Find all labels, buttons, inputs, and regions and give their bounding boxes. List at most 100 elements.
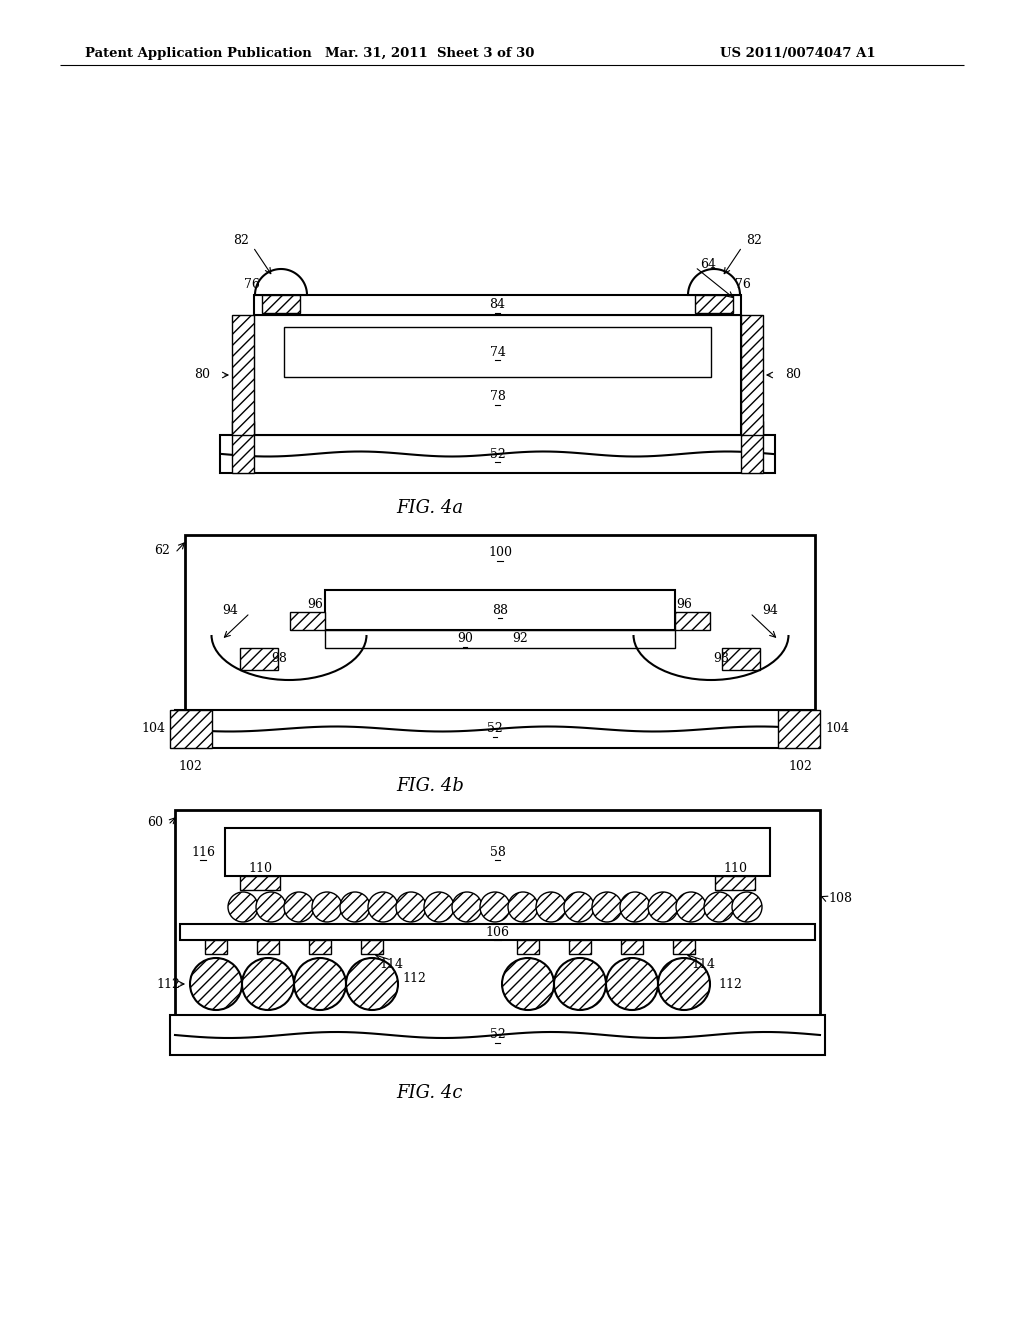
Text: 52: 52 bbox=[487, 722, 503, 735]
Text: 64: 64 bbox=[700, 259, 716, 272]
Bar bbox=[232, 421, 254, 473]
Bar bbox=[254, 294, 741, 315]
Bar bbox=[325, 590, 675, 630]
Text: 96: 96 bbox=[307, 598, 324, 610]
Bar bbox=[741, 421, 763, 473]
Text: US 2011/0074047 A1: US 2011/0074047 A1 bbox=[720, 46, 876, 59]
Text: 62: 62 bbox=[155, 544, 170, 557]
Circle shape bbox=[620, 892, 650, 921]
Circle shape bbox=[554, 958, 606, 1010]
Text: Mar. 31, 2011  Sheet 3 of 30: Mar. 31, 2011 Sheet 3 of 30 bbox=[326, 46, 535, 59]
Bar bbox=[240, 648, 278, 671]
Bar bbox=[175, 710, 815, 748]
Text: FIG. 4b: FIG. 4b bbox=[396, 777, 464, 795]
Text: 108: 108 bbox=[828, 891, 852, 904]
Text: 84: 84 bbox=[489, 298, 506, 312]
Bar bbox=[262, 294, 300, 313]
Bar bbox=[232, 315, 254, 436]
Bar bbox=[180, 924, 815, 940]
Text: 60: 60 bbox=[147, 816, 163, 829]
Bar bbox=[170, 710, 212, 748]
Bar bbox=[695, 294, 733, 313]
Text: 82: 82 bbox=[746, 234, 762, 247]
Text: Patent Application Publication: Patent Application Publication bbox=[85, 46, 311, 59]
Text: 110: 110 bbox=[723, 862, 746, 874]
Text: FIG. 4c: FIG. 4c bbox=[396, 1084, 463, 1102]
Circle shape bbox=[396, 892, 426, 921]
Text: 88: 88 bbox=[492, 603, 508, 616]
Text: 112: 112 bbox=[156, 978, 180, 990]
Text: 102: 102 bbox=[788, 759, 812, 772]
Bar bbox=[741, 315, 763, 436]
Bar bbox=[309, 940, 331, 954]
Bar bbox=[675, 612, 710, 630]
Bar bbox=[240, 876, 280, 890]
Circle shape bbox=[658, 958, 710, 1010]
Text: 80: 80 bbox=[194, 368, 210, 381]
Text: 112: 112 bbox=[718, 978, 741, 990]
Circle shape bbox=[256, 892, 286, 921]
Text: 74: 74 bbox=[489, 346, 506, 359]
Bar bbox=[722, 648, 760, 671]
Text: FIG. 4a: FIG. 4a bbox=[396, 499, 464, 517]
Text: 98: 98 bbox=[713, 652, 729, 665]
Circle shape bbox=[294, 958, 346, 1010]
Text: 104: 104 bbox=[141, 722, 165, 735]
Text: 92: 92 bbox=[512, 632, 528, 645]
Circle shape bbox=[346, 958, 398, 1010]
Bar bbox=[185, 535, 815, 710]
Bar bbox=[569, 940, 591, 954]
Text: 80: 80 bbox=[785, 368, 801, 381]
Text: 98: 98 bbox=[271, 652, 287, 665]
Text: 114: 114 bbox=[379, 957, 403, 970]
Bar bbox=[284, 327, 711, 378]
Circle shape bbox=[424, 892, 454, 921]
Circle shape bbox=[190, 958, 242, 1010]
Text: 96: 96 bbox=[677, 598, 692, 610]
Circle shape bbox=[284, 892, 314, 921]
Bar bbox=[325, 630, 675, 648]
Text: 104: 104 bbox=[825, 722, 849, 735]
Bar bbox=[517, 940, 539, 954]
Bar bbox=[673, 940, 695, 954]
Circle shape bbox=[340, 892, 370, 921]
Bar bbox=[257, 940, 279, 954]
Text: 116: 116 bbox=[191, 846, 215, 858]
Circle shape bbox=[536, 892, 566, 921]
Bar bbox=[778, 710, 820, 748]
Circle shape bbox=[312, 892, 342, 921]
Circle shape bbox=[606, 958, 658, 1010]
Circle shape bbox=[732, 892, 762, 921]
Text: 76: 76 bbox=[735, 279, 751, 292]
Text: 82: 82 bbox=[233, 234, 249, 247]
Circle shape bbox=[648, 892, 678, 921]
Text: 106: 106 bbox=[485, 925, 510, 939]
Text: 58: 58 bbox=[489, 846, 506, 858]
Circle shape bbox=[480, 892, 510, 921]
Bar bbox=[205, 940, 227, 954]
Text: 102: 102 bbox=[178, 759, 202, 772]
Bar bbox=[175, 810, 820, 1035]
Text: 78: 78 bbox=[489, 391, 506, 403]
Circle shape bbox=[452, 892, 482, 921]
Text: 76: 76 bbox=[244, 279, 260, 292]
Circle shape bbox=[592, 892, 622, 921]
Bar bbox=[621, 940, 643, 954]
Text: 52: 52 bbox=[489, 1028, 506, 1041]
Bar bbox=[170, 1015, 825, 1055]
Circle shape bbox=[508, 892, 538, 921]
Bar bbox=[220, 436, 775, 473]
Circle shape bbox=[242, 958, 294, 1010]
Text: 110: 110 bbox=[248, 862, 272, 874]
Text: 52: 52 bbox=[489, 447, 506, 461]
Bar bbox=[290, 612, 325, 630]
Text: 112: 112 bbox=[402, 973, 426, 986]
Bar bbox=[254, 315, 741, 436]
Text: 100: 100 bbox=[488, 546, 512, 560]
Polygon shape bbox=[688, 269, 740, 294]
Bar bbox=[361, 940, 383, 954]
Circle shape bbox=[676, 892, 706, 921]
Circle shape bbox=[705, 892, 734, 921]
Bar bbox=[715, 876, 755, 890]
Polygon shape bbox=[255, 269, 307, 294]
